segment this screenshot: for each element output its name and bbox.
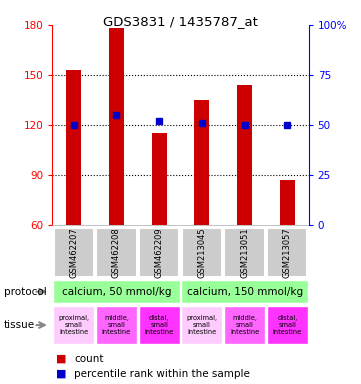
Text: percentile rank within the sample: percentile rank within the sample — [74, 369, 250, 379]
Text: GSM462208: GSM462208 — [112, 227, 121, 278]
Bar — [181, 280, 308, 303]
Text: middle,
small
intestine: middle, small intestine — [102, 315, 131, 335]
Text: ■: ■ — [56, 354, 66, 364]
Text: GSM462209: GSM462209 — [155, 227, 164, 278]
Text: protocol: protocol — [4, 286, 46, 297]
Bar — [53, 306, 94, 344]
Text: middle,
small
intestine: middle, small intestine — [230, 315, 259, 335]
Bar — [181, 306, 222, 344]
Text: GSM213051: GSM213051 — [240, 227, 249, 278]
Bar — [267, 306, 308, 344]
Text: tissue: tissue — [4, 320, 35, 330]
Text: GDS3831 / 1435787_at: GDS3831 / 1435787_at — [103, 15, 258, 28]
Text: proximal,
small
intestine: proximal, small intestine — [58, 315, 89, 335]
Bar — [96, 228, 136, 277]
Text: count: count — [74, 354, 104, 364]
Bar — [53, 280, 180, 303]
Bar — [280, 180, 295, 225]
Text: distal,
small
intestine: distal, small intestine — [144, 315, 174, 335]
Text: calcium, 150 mmol/kg: calcium, 150 mmol/kg — [187, 286, 303, 297]
Bar — [182, 228, 222, 277]
Bar — [139, 306, 180, 344]
Bar — [54, 228, 94, 277]
Text: ■: ■ — [56, 369, 66, 379]
Text: GSM213045: GSM213045 — [197, 227, 206, 278]
Bar — [139, 228, 179, 277]
Bar — [194, 100, 209, 225]
Text: GSM213057: GSM213057 — [283, 227, 292, 278]
Bar — [96, 306, 137, 344]
Text: calcium, 50 mmol/kg: calcium, 50 mmol/kg — [62, 286, 171, 297]
Bar — [152, 133, 167, 225]
Bar — [267, 228, 307, 277]
Bar — [224, 306, 265, 344]
Text: proximal,
small
intestine: proximal, small intestine — [186, 315, 217, 335]
Bar — [109, 28, 124, 225]
Bar — [237, 85, 252, 225]
Text: distal,
small
intestine: distal, small intestine — [273, 315, 302, 335]
Text: GSM462207: GSM462207 — [69, 227, 78, 278]
Bar — [66, 70, 81, 225]
Bar — [225, 228, 265, 277]
